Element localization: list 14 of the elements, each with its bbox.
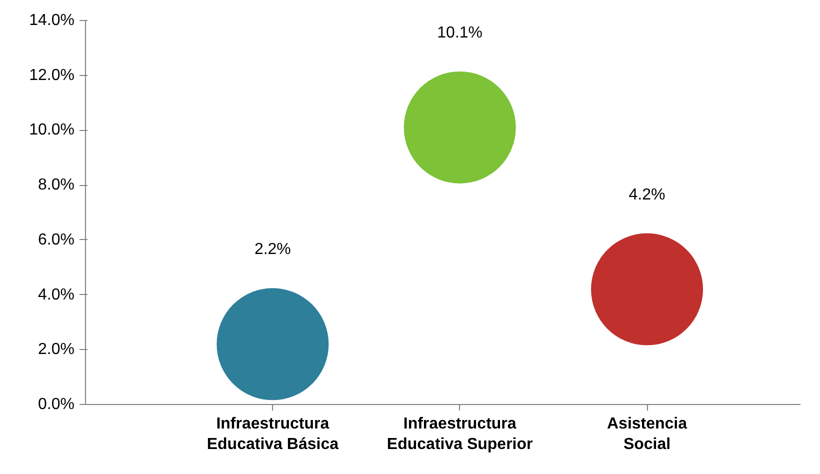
- y-tick-label: 10.0%: [29, 122, 75, 139]
- data-label: 2.2%: [254, 241, 291, 258]
- y-tick-label: 14.0%: [29, 12, 75, 29]
- y-tick-label: 8.0%: [38, 176, 74, 194]
- y-tick-label: 4.0%: [38, 286, 74, 304]
- y-tick-label: 6.0%: [38, 231, 74, 248]
- x-tick-label: Asistencia Social: [607, 416, 688, 453]
- data-label: 10.1%: [437, 24, 483, 42]
- data-label: 4.2%: [628, 186, 666, 204]
- y-tick-label: 12.0%: [29, 66, 75, 84]
- y-tick-label: 0.0%: [38, 396, 74, 413]
- x-tick-label: Infraestructura Educativa Superior: [386, 416, 533, 453]
- x-tick-label: Infraestructura Educativa Básica: [206, 416, 339, 453]
- y-tick-label: 2.0%: [38, 341, 74, 358]
